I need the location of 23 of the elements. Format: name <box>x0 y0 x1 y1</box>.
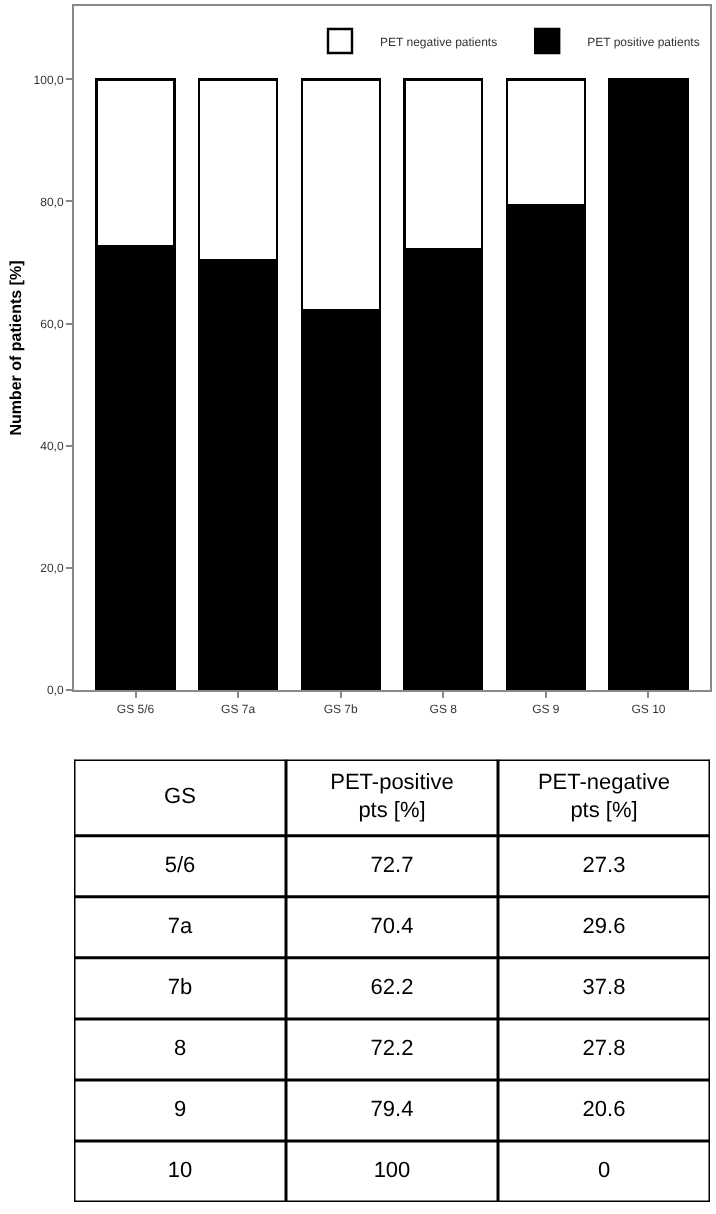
data-label: 20.6 <box>582 1097 626 1122</box>
category-label: 5/6 <box>164 853 196 878</box>
data-label: 29.6 <box>582 914 626 939</box>
data-label: 27.8 <box>582 1036 626 1061</box>
data-label: 27.3 <box>582 853 626 878</box>
data-label: 62.2 <box>370 975 414 1000</box>
text: PET-positive pts [%] <box>330 770 454 824</box>
text: GS <box>164 785 196 810</box>
data-label: 0 <box>597 1158 611 1183</box>
category-label: 9 <box>173 1097 187 1122</box>
data-label: 70.4 <box>370 914 414 939</box>
data-label: 72.2 <box>370 1036 414 1061</box>
category-label: 8 <box>173 1036 187 1061</box>
category-label: 7a <box>167 914 194 939</box>
y-axis-title: Number of patients [%] <box>6 259 25 436</box>
category-label: 10 <box>167 1158 193 1183</box>
data-label: 79.4 <box>370 1097 414 1122</box>
data-label: 100 <box>373 1158 411 1183</box>
category-label: 7b <box>167 975 193 1000</box>
bar <box>608 78 689 691</box>
text: PET-negative pts [%] <box>537 770 671 824</box>
data-label: 72.7 <box>370 853 414 878</box>
data-label: 37.8 <box>582 975 626 1000</box>
